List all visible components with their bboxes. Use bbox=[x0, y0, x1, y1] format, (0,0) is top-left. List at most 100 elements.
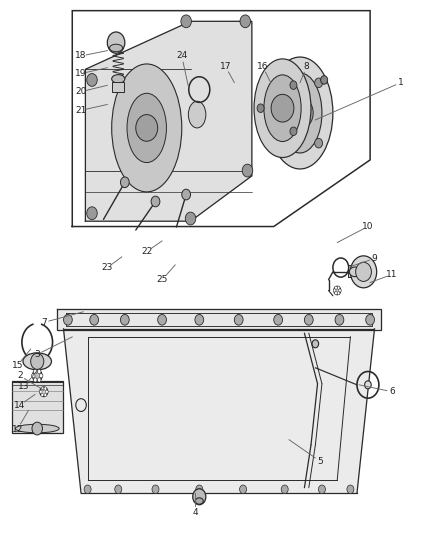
Text: 20: 20 bbox=[75, 87, 87, 96]
Text: 8: 8 bbox=[304, 62, 310, 71]
Ellipse shape bbox=[278, 73, 322, 153]
Text: 13: 13 bbox=[18, 382, 30, 391]
Circle shape bbox=[152, 485, 159, 494]
Text: 9: 9 bbox=[371, 254, 378, 263]
Ellipse shape bbox=[127, 93, 166, 163]
Ellipse shape bbox=[112, 64, 182, 192]
Circle shape bbox=[90, 314, 99, 325]
Circle shape bbox=[278, 139, 286, 148]
Circle shape bbox=[339, 289, 341, 292]
Ellipse shape bbox=[188, 101, 206, 128]
Ellipse shape bbox=[112, 75, 125, 83]
Circle shape bbox=[350, 256, 377, 288]
Text: 16: 16 bbox=[257, 62, 268, 71]
Text: 21: 21 bbox=[75, 106, 87, 115]
Ellipse shape bbox=[40, 387, 48, 397]
Circle shape bbox=[39, 390, 42, 393]
Circle shape bbox=[38, 378, 41, 382]
Ellipse shape bbox=[23, 353, 52, 370]
Ellipse shape bbox=[264, 75, 301, 141]
Text: 15: 15 bbox=[12, 361, 23, 369]
Circle shape bbox=[44, 393, 47, 397]
Text: 24: 24 bbox=[176, 52, 187, 60]
Circle shape bbox=[337, 292, 340, 295]
Circle shape bbox=[41, 387, 44, 390]
Text: 12: 12 bbox=[12, 425, 23, 433]
Circle shape bbox=[193, 489, 206, 505]
Circle shape bbox=[335, 286, 337, 289]
Circle shape bbox=[356, 262, 371, 281]
Circle shape bbox=[318, 485, 325, 494]
Circle shape bbox=[107, 32, 125, 53]
Text: 18: 18 bbox=[75, 52, 87, 60]
Circle shape bbox=[304, 314, 313, 325]
Ellipse shape bbox=[364, 381, 371, 389]
Ellipse shape bbox=[350, 267, 360, 277]
Circle shape bbox=[257, 104, 264, 112]
Circle shape bbox=[290, 127, 297, 135]
Circle shape bbox=[242, 164, 253, 177]
Circle shape bbox=[281, 485, 288, 494]
Circle shape bbox=[240, 15, 251, 28]
Circle shape bbox=[87, 207, 97, 220]
Ellipse shape bbox=[254, 59, 311, 158]
Text: 25: 25 bbox=[156, 276, 168, 284]
Circle shape bbox=[33, 369, 37, 374]
Text: 17: 17 bbox=[220, 62, 231, 71]
Circle shape bbox=[87, 74, 97, 86]
Text: 4: 4 bbox=[192, 508, 198, 517]
Circle shape bbox=[271, 94, 294, 122]
Circle shape bbox=[185, 212, 196, 225]
Circle shape bbox=[287, 97, 313, 129]
Circle shape bbox=[333, 289, 336, 292]
Circle shape bbox=[115, 485, 122, 494]
Circle shape bbox=[234, 314, 243, 325]
Circle shape bbox=[32, 422, 42, 435]
Text: 23: 23 bbox=[102, 263, 113, 272]
Text: 1: 1 bbox=[398, 78, 404, 87]
Circle shape bbox=[151, 196, 160, 207]
Circle shape bbox=[32, 374, 35, 378]
Ellipse shape bbox=[334, 286, 341, 295]
Circle shape bbox=[31, 353, 44, 369]
Circle shape bbox=[33, 378, 37, 382]
Circle shape bbox=[84, 485, 91, 494]
FancyBboxPatch shape bbox=[348, 265, 374, 277]
Circle shape bbox=[335, 292, 337, 295]
Text: 11: 11 bbox=[386, 270, 398, 279]
Ellipse shape bbox=[15, 424, 59, 433]
Polygon shape bbox=[57, 309, 381, 330]
Circle shape bbox=[39, 374, 43, 378]
Circle shape bbox=[64, 314, 72, 325]
Circle shape bbox=[196, 485, 203, 494]
Text: 7: 7 bbox=[41, 318, 47, 327]
Text: 14: 14 bbox=[14, 401, 25, 409]
Circle shape bbox=[347, 485, 354, 494]
Circle shape bbox=[278, 78, 286, 87]
Circle shape bbox=[366, 314, 374, 325]
Text: 2: 2 bbox=[17, 372, 22, 380]
Circle shape bbox=[44, 387, 47, 390]
Circle shape bbox=[46, 390, 48, 393]
Ellipse shape bbox=[110, 44, 123, 52]
Circle shape bbox=[158, 314, 166, 325]
FancyBboxPatch shape bbox=[112, 82, 124, 92]
Circle shape bbox=[290, 81, 297, 90]
Text: 10: 10 bbox=[362, 222, 374, 231]
Polygon shape bbox=[64, 329, 374, 493]
Circle shape bbox=[38, 369, 41, 374]
Circle shape bbox=[120, 314, 129, 325]
Circle shape bbox=[240, 485, 247, 494]
Circle shape bbox=[274, 314, 283, 325]
Ellipse shape bbox=[267, 57, 333, 169]
Text: 5: 5 bbox=[317, 457, 323, 465]
Circle shape bbox=[337, 286, 340, 289]
Circle shape bbox=[182, 189, 191, 200]
Circle shape bbox=[181, 15, 191, 28]
Circle shape bbox=[120, 177, 129, 188]
Circle shape bbox=[321, 76, 328, 84]
Ellipse shape bbox=[312, 340, 319, 348]
Text: 22: 22 bbox=[141, 247, 152, 256]
Text: 19: 19 bbox=[75, 69, 87, 78]
Wedge shape bbox=[34, 322, 40, 342]
